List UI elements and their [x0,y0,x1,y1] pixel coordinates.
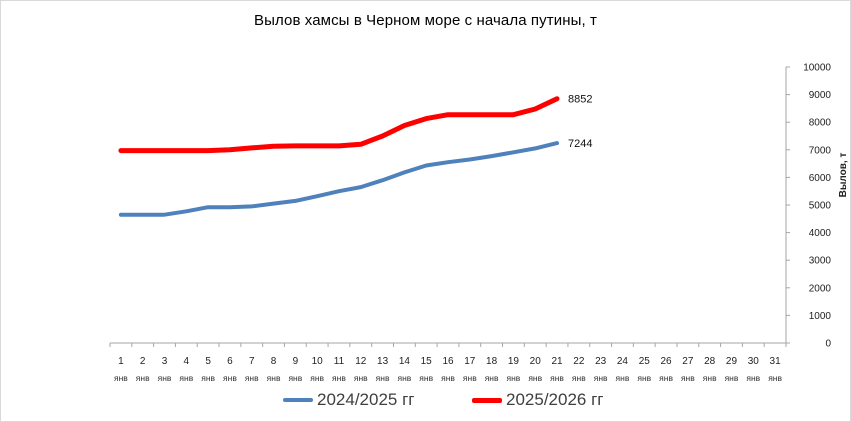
x-tick-label-day: 3 [162,356,168,367]
x-tick-label-day: 21 [551,356,563,367]
x-tick-label-month: янв [681,373,695,383]
y-tick-label: 3000 [809,256,832,267]
x-tick-label-month: янв [179,373,193,383]
x-tick-label-month: янв [354,373,368,383]
x-tick-label-month: янв [136,373,150,383]
x-tick-label-day: 23 [595,356,607,367]
series-line-1 [118,141,559,217]
x-tick-label-month: янв [507,373,521,383]
x-tick-label-day: 22 [573,356,585,367]
x-tick-label-day: 28 [704,356,716,367]
x-tick-label-day: 29 [726,356,738,367]
legend-label-series-2: 2025/2026 гг [506,390,604,409]
x-tick-label-month: янв [114,373,128,383]
x-tick-label-month: янв [703,373,717,383]
y-tick-label: 8000 [809,118,832,129]
x-tick-label-day: 15 [421,356,433,367]
x-tick-label-month: янв [245,373,259,383]
x-tick-label-day: 11 [334,356,345,367]
series-line-2 [118,96,560,154]
x-tick-label-day: 24 [617,356,629,367]
x-tick-label-day: 13 [377,356,389,367]
x-tick-label-month: янв [725,373,739,383]
x-tick-label-day: 30 [748,356,760,367]
x-tick-label-month: янв [310,373,324,383]
y-axis-label: Вылов, т [838,153,849,198]
x-tick-label-day: 18 [486,356,498,367]
legend-swatch-series-1 [283,398,313,402]
x-tick-label-day: 4 [184,356,190,367]
y-tick-label: 4000 [809,228,832,239]
x-tick-label-month: янв [463,373,477,383]
legend-swatch-series-2 [472,397,502,403]
x-tick-label-month: янв [659,373,673,383]
x-tick-label-month: янв [288,373,302,383]
x-tick-label-day: 19 [508,356,520,367]
x-tick-label-day: 20 [530,356,542,367]
x-tick-label-day: 12 [355,356,367,367]
x-tick-label-month: янв [768,373,782,383]
data-label-series-2: 8852 [568,94,592,106]
x-tick-label-day: 17 [464,356,476,367]
x-tick-label-day: 8 [271,356,277,367]
legend-item-series-1: 2024/2025 гг [283,388,414,412]
x-tick-label-month: янв [637,373,651,383]
x-tick-label-day: 26 [661,356,673,367]
legend-label-series-1: 2024/2025 гг [317,390,415,409]
x-tick-label-month: янв [441,373,455,383]
x-tick-label-month: янв [419,373,433,383]
x-tick-label-day: 2 [140,356,146,367]
x-tick-label-month: янв [223,373,237,383]
x-tick-label-day: 9 [293,356,299,367]
data-label-series-1: 7244 [568,138,592,150]
x-tick-label-month: янв [201,373,215,383]
y-tick-label: 9000 [809,90,832,101]
y-tick-label: 7000 [809,145,832,156]
x-tick-label-day: 16 [442,356,454,367]
y-tick-label: 5000 [809,201,832,212]
y-tick-label: 10000 [803,63,831,74]
x-tick-label-day: 25 [639,356,651,367]
x-tick-label-day: 10 [312,356,324,367]
x-tick-label-day: 1 [118,356,124,367]
x-tick-label-day: 31 [770,356,782,367]
x-tick-label-day: 6 [227,356,233,367]
x-tick-label-month: янв [572,373,586,383]
x-tick-label-month: янв [485,373,499,383]
x-tick-label-day: 14 [399,356,411,367]
x-tick-label-month: янв [594,373,608,383]
x-tick-label-month: янв [158,373,172,383]
legend-item-series-2: 2025/2026 гг [472,388,603,412]
x-tick-label-month: янв [376,373,390,383]
y-tick-label: 0 [825,339,831,350]
x-tick-label-day: 7 [249,356,255,367]
chart-title: Вылов хамсы в Черном море с начала путин… [254,12,597,29]
x-tick-label-day: 27 [682,356,694,367]
x-tick-label-month: янв [332,373,346,383]
x-tick-label-month: янв [397,373,411,383]
y-tick-label: 6000 [809,173,832,184]
y-tick-label: 2000 [809,283,832,294]
x-tick-label-month: янв [746,373,760,383]
x-tick-label-day: 5 [205,356,211,367]
legend: 2024/2025 гг 2025/2026 гг [0,388,851,412]
x-tick-label-month: янв [267,373,281,383]
x-tick-label-month: янв [528,373,542,383]
y-tick-label: 1000 [809,311,832,322]
x-tick-label-month: янв [550,373,564,383]
x-tick-label-month: янв [616,373,630,383]
